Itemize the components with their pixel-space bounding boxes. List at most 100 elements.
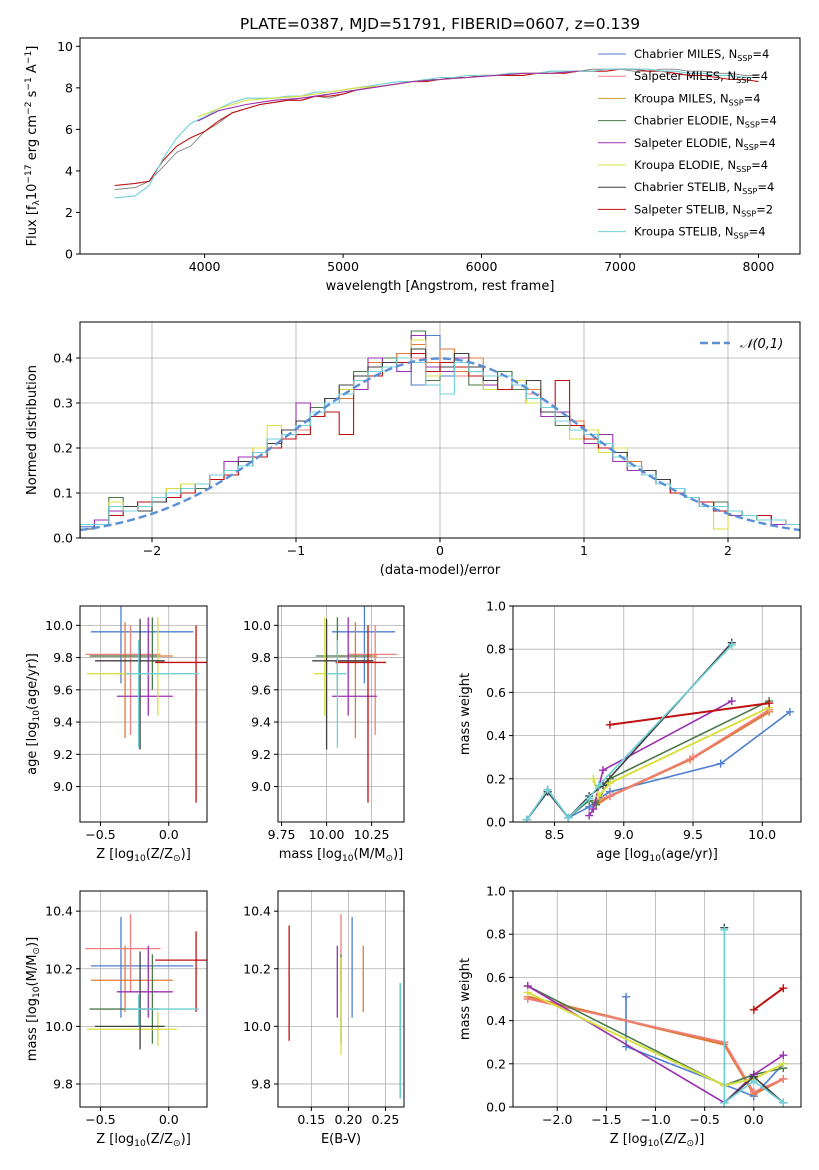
x-tick-label: −0.5 xyxy=(85,827,115,842)
y-tick-label: 0.2 xyxy=(486,1056,506,1071)
y-tick-label: 9.0 xyxy=(53,779,73,794)
axes-frame xyxy=(277,605,405,823)
plus-marker xyxy=(594,781,603,790)
y-tick-label: 10.0 xyxy=(243,618,271,633)
y-tick-label: 9.6 xyxy=(251,682,271,697)
plot-area xyxy=(522,638,794,822)
x-tick-label: 0.15 xyxy=(297,1112,325,1127)
errorbar-point xyxy=(155,931,207,1012)
y-tick-label: 0.0 xyxy=(53,531,73,546)
legend-label: Kroupa ELODIE, NSSP=4 xyxy=(634,158,768,174)
y-tick-label: 2 xyxy=(65,205,73,220)
weight-line xyxy=(526,642,733,821)
plot-area xyxy=(85,914,207,1050)
errorbar-point xyxy=(90,622,173,739)
x-tick-label: 9.0 xyxy=(614,827,634,842)
x-tick-label: 8000 xyxy=(743,259,775,274)
y-tick-label: 0.4 xyxy=(486,728,506,743)
legend-label: Chabrier MILES, NSSP=4 xyxy=(634,47,769,63)
y-tick-label: 0.6 xyxy=(486,685,506,700)
legend-label: Kroupa STELIB, NSSP=4 xyxy=(634,225,766,241)
y-tick-label: 10.0 xyxy=(243,1019,271,1034)
x-tick-label: 0.0 xyxy=(159,1112,179,1127)
x-tick-label: −1 xyxy=(287,543,305,558)
plus-marker xyxy=(589,805,598,814)
plus-marker xyxy=(716,759,725,768)
y-tick-label: 9.2 xyxy=(251,747,271,762)
x-tick-label: 0.0 xyxy=(744,1112,764,1127)
plus-marker xyxy=(785,707,794,716)
legend-label: Chabrier ELODIE, NSSP=4 xyxy=(634,114,777,130)
x-tick-label: 10.25 xyxy=(354,827,390,842)
x-tick-label: −1.5 xyxy=(591,1112,621,1127)
plus-marker xyxy=(622,992,631,1001)
legend-label: Salpeter STELIB, NSSP=2 xyxy=(634,202,773,218)
axes-frame xyxy=(512,605,802,823)
chart-age-vs-mass: 9.75 10.00 10.25 9.0 9.2 9.4 9.6 9.8 10.0 mass [l… xyxy=(243,605,405,864)
y-tick-label: 10.4 xyxy=(45,904,73,919)
weight-line xyxy=(609,702,770,726)
y-tick-label: 0.3 xyxy=(53,396,73,411)
plus-marker xyxy=(523,988,532,997)
chart-residuals: 𝒩(0,1) −2 −1 0 1 2 0.0 0.1 0.2 0.3 0.4 (data-model)… xyxy=(25,321,801,578)
plus-marker xyxy=(749,1005,758,1014)
errorbar-point xyxy=(332,606,395,684)
x-tick-label: −2.0 xyxy=(542,1112,572,1127)
legend-label: Kroupa MILES, NSSP=4 xyxy=(634,91,761,107)
histogram-step xyxy=(80,357,800,538)
plus-marker xyxy=(605,779,614,788)
plus-marker xyxy=(594,792,603,801)
plus-marker xyxy=(727,640,736,649)
x-tick-label: 7000 xyxy=(604,259,636,274)
y-tick-label: 0.0 xyxy=(486,815,506,830)
errorbar-point xyxy=(90,945,173,1012)
spectrum-line xyxy=(197,70,579,118)
chart-spectrum: Chabrier MILES, NSSP=4 Salpeter MILES, NS… xyxy=(24,37,801,294)
x-tick-label: 6000 xyxy=(466,259,498,274)
x-tick-label: −0.5 xyxy=(85,1112,115,1127)
errorbar-point xyxy=(348,625,397,735)
plus-marker xyxy=(779,1098,788,1107)
errorbar-point xyxy=(90,606,194,684)
y-tick-label: 0.4 xyxy=(486,1013,506,1028)
axes-frame xyxy=(277,890,405,1108)
y-tick-label: 0.2 xyxy=(486,771,506,786)
y-tick-label: 9.4 xyxy=(251,715,271,730)
y-axis-label: Normed distribution xyxy=(25,365,40,495)
y-tick-label: 4 xyxy=(65,163,73,178)
plus-marker xyxy=(689,753,697,762)
plus-marker xyxy=(599,766,607,775)
x-tick-label: 10.0 xyxy=(748,827,776,842)
y-tick-label: 0.0 xyxy=(486,1100,506,1115)
y-axis-label: mass weight xyxy=(458,958,473,1040)
x-tick-label: 10.00 xyxy=(309,827,345,842)
legend-label: Salpeter MILES, NSSP=4 xyxy=(634,69,768,85)
x-tick-label: 2 xyxy=(724,543,732,558)
plus-marker xyxy=(720,1098,729,1107)
errorbar-point xyxy=(95,951,165,1050)
legend-label: 𝒩(0,1) xyxy=(740,337,783,352)
y-tick-label: 9.6 xyxy=(53,682,73,697)
weight-line xyxy=(595,709,770,802)
errorbar-point xyxy=(335,625,386,803)
plus-marker xyxy=(779,1074,788,1083)
plus-marker xyxy=(749,1087,758,1096)
plot-area xyxy=(80,330,800,538)
weight-line xyxy=(527,985,784,1104)
x-axis-label: Z [log10(Z/Z⊙)] xyxy=(96,847,191,864)
y-axis-label: age [log10(age/yr)] xyxy=(25,653,42,775)
y-tick-label: 0.4 xyxy=(53,351,73,366)
gaussian-curve xyxy=(80,357,800,532)
y-tick-label: 9.8 xyxy=(53,1076,73,1091)
weight-line xyxy=(592,706,770,799)
x-tick-label: −1.0 xyxy=(640,1112,670,1127)
x-tick-label: 8.5 xyxy=(545,827,565,842)
errorbar-point xyxy=(116,617,173,716)
errorbar-point xyxy=(326,639,347,748)
y-axis-label: mass weight xyxy=(458,673,473,755)
y-tick-label: 0.8 xyxy=(486,927,506,942)
x-tick-label: 1 xyxy=(580,543,588,558)
plus-marker xyxy=(522,815,531,822)
weight-line xyxy=(723,929,784,1105)
